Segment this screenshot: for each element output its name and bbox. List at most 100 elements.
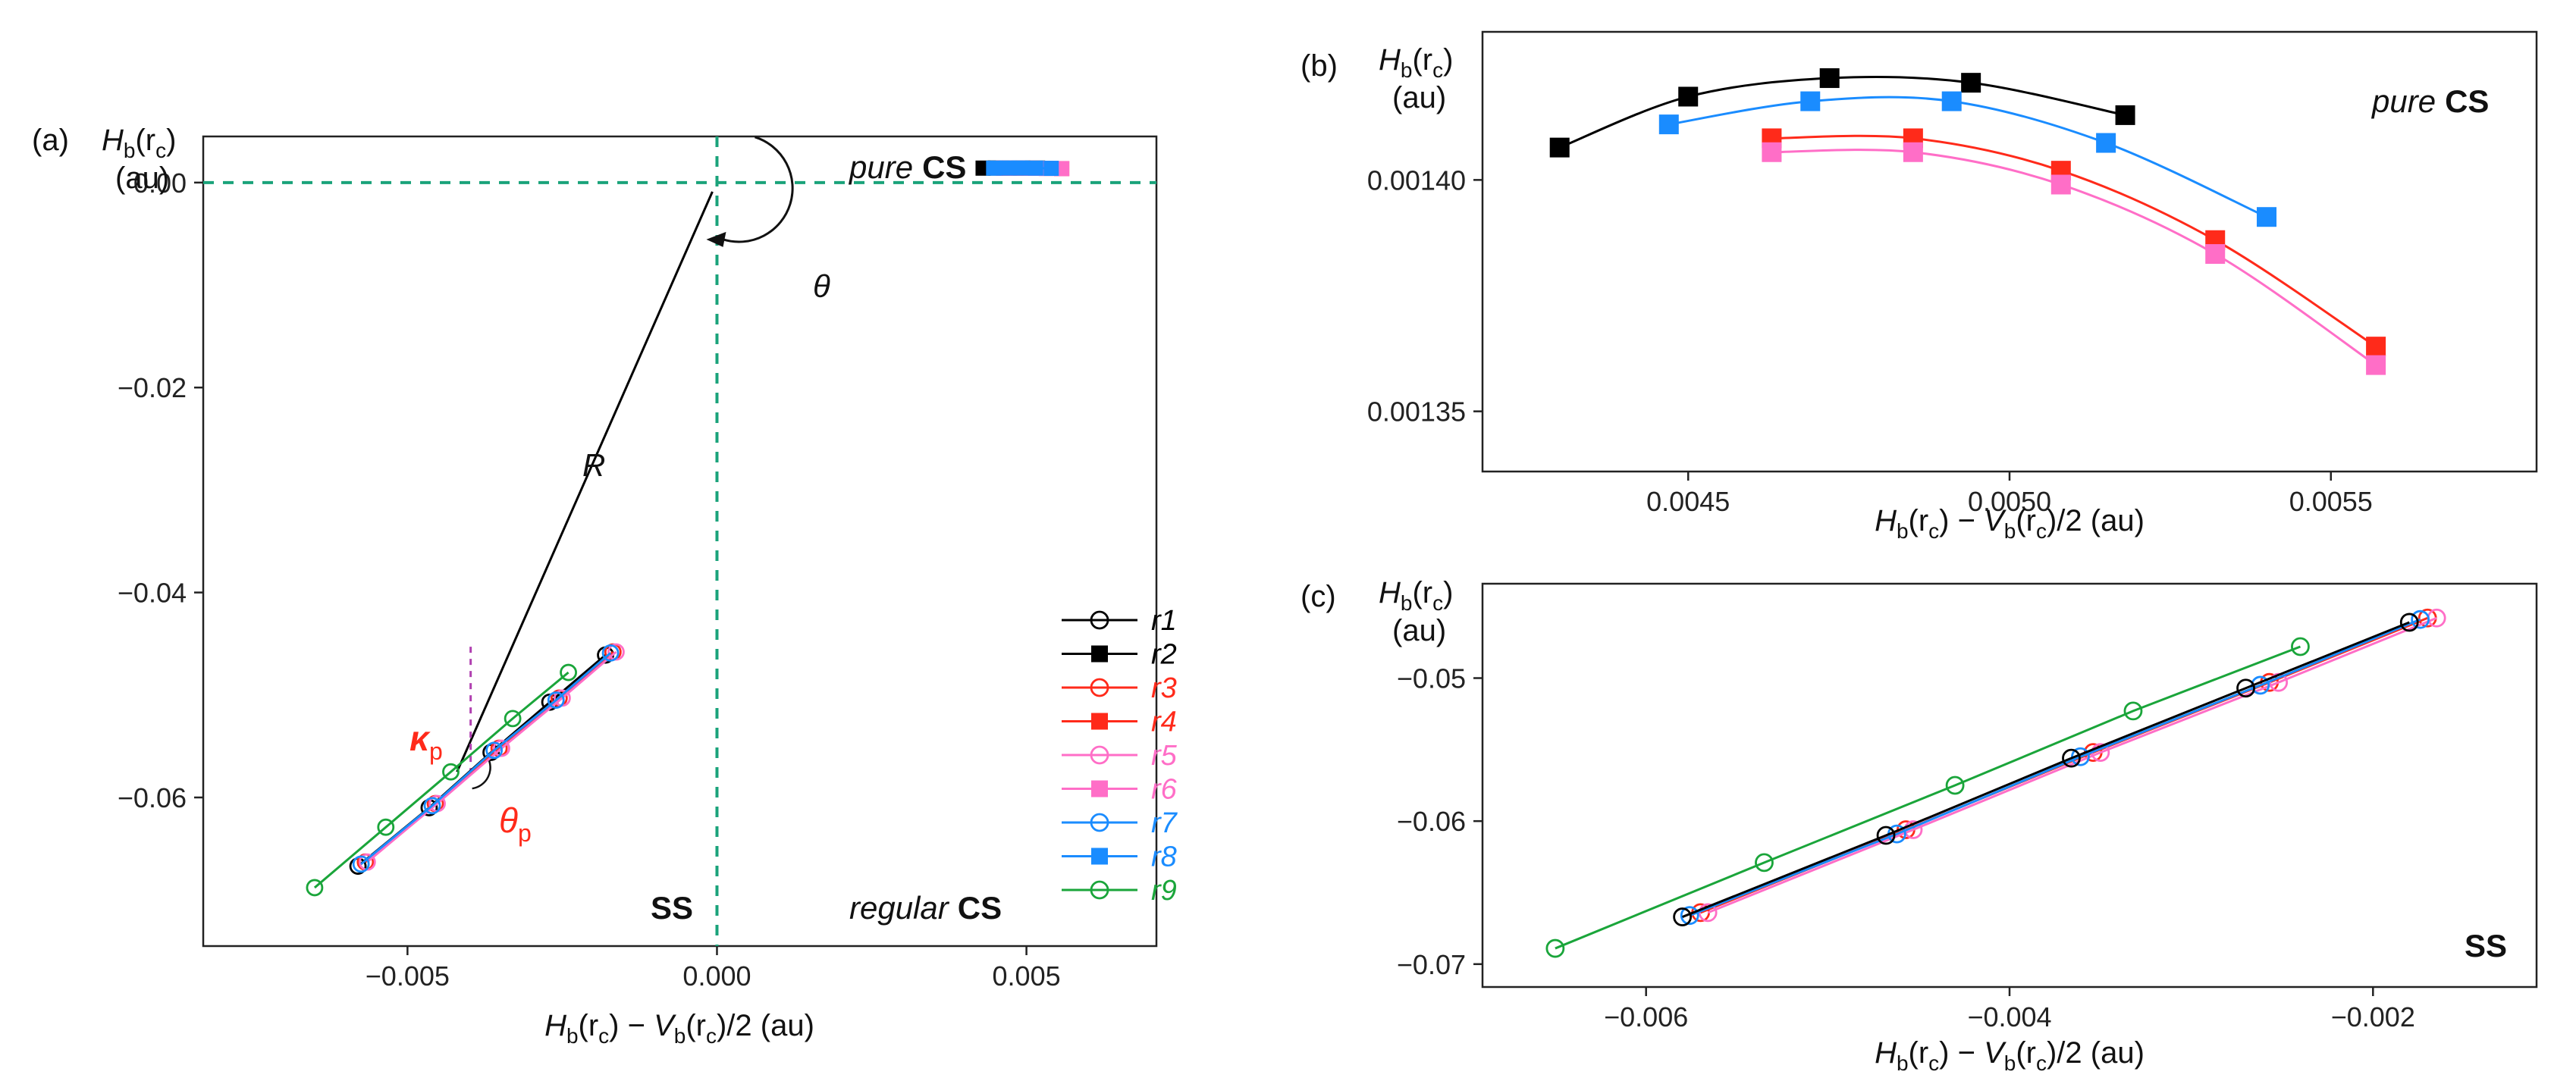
panel-a-legend-r4-point <box>1091 713 1108 730</box>
panel-c-plot-area <box>1545 608 2446 958</box>
panel-b-r6-point <box>2366 355 2386 375</box>
legend-r1-label: r1 <box>1151 605 1177 637</box>
regular-cs-label: regular CS <box>849 890 1002 926</box>
y-label-h: H <box>102 124 124 157</box>
panel-a-r1-point <box>482 744 500 761</box>
panel-b-r2-point <box>2115 105 2135 125</box>
panel-c-y-unit: (au) <box>1392 614 1446 647</box>
xl-mid: ) − <box>609 1009 654 1042</box>
panel-b-r8-point <box>2257 207 2277 227</box>
panel-b-y-label: Hb(rc) <box>1379 43 1453 82</box>
panel-c-xtick-label: −0.002 <box>2331 1001 2415 1032</box>
y-label-close: ) <box>166 124 176 157</box>
panel-c-r9-point <box>1945 776 1965 795</box>
panel-a-r8-point <box>1028 160 1043 176</box>
panel-a-ticks: −0.005 0.000 0.005 0.00 −0.02 −0.04 −0.06 <box>118 168 1061 992</box>
panel-a-legend-r6-point <box>1091 780 1108 797</box>
panel-c: −0.006 −0.004 −0.002 −0.05 −0.06 −0.07 (c) Hb… <box>1301 576 2538 1075</box>
panel-b-xtick-label: 0.0045 <box>1646 486 1730 517</box>
panel-c-r9-line <box>1555 645 2301 950</box>
panel-a-xtick-label: 0.005 <box>993 960 1061 992</box>
panel-a-r8-point <box>986 160 1002 176</box>
xl-c2: c <box>706 1024 717 1048</box>
panel-a-xtick-label: 0.000 <box>682 960 751 992</box>
xl-v: V <box>654 1009 676 1042</box>
panel-b-r6-point <box>1903 142 1923 162</box>
panel-b-r6-point <box>2050 174 2071 195</box>
panel-a-r7-point <box>423 797 441 815</box>
panel-c-xtick-label: −0.006 <box>1604 1001 1688 1032</box>
legend-r3-label: r3 <box>1151 672 1177 704</box>
panel-a-legend-r8-point <box>1091 848 1108 865</box>
panel-a-plot-area <box>306 160 1070 897</box>
panel-c-x-label: Hb(rc) − Vb(rc)/2 (au) <box>1875 1036 2145 1075</box>
panel-b-y-unit: (au) <box>1392 81 1446 114</box>
panel-a-xtick-label: −0.005 <box>366 960 450 992</box>
panel-c-r9-point <box>1545 938 1565 958</box>
xl-b1: b <box>566 1024 579 1048</box>
panel-c-r9-point <box>2123 701 2143 721</box>
panel-b-plot-area <box>1549 68 2386 375</box>
legend-r9-label: r9 <box>1151 875 1177 907</box>
panel-a: −0.005 0.000 0.0050.00−0.02−0.04−0.06 (a) … <box>32 124 1178 1048</box>
panel-a-x-label: Hb(rc) − Vb(rc)/2 (au) <box>544 1009 814 1048</box>
xl-c1: c <box>598 1024 609 1048</box>
panel-c-xtick-label: −0.004 <box>1967 1001 2051 1032</box>
panel-a-ytick-label: −0.04 <box>118 578 187 609</box>
panel-a-r9-point <box>504 710 522 728</box>
y-label-sub: b <box>124 139 136 162</box>
panel-a-y-unit: (au) <box>115 161 169 195</box>
panel-b-r8-point <box>1658 114 1679 135</box>
panel-c-r7-point <box>2411 609 2430 629</box>
xl-b2: b <box>674 1024 686 1048</box>
panel-a-r8-point <box>1013 160 1029 176</box>
legend-r7-label: r7 <box>1151 807 1178 839</box>
panel-c-r7-point <box>1680 906 1699 926</box>
panel-a-label: (a) <box>32 124 69 157</box>
R-label: R <box>582 447 605 483</box>
xl-h: H <box>544 1009 566 1042</box>
y-label-arg: (r <box>135 124 155 157</box>
panel-a-r7-point <box>601 644 620 662</box>
panel-c-r9-point <box>1755 853 1774 873</box>
y-label-arg-sub: c <box>155 139 166 162</box>
panel-a-ytick-label: −0.02 <box>118 372 187 403</box>
panel-a-guide-lines <box>203 136 1156 946</box>
panel-a-legend-r2-point <box>1091 645 1108 663</box>
ss-label-a: SS <box>651 890 693 926</box>
panel-b-ytick-label: 0.00140 <box>1367 164 1466 196</box>
panel-a-r7-line <box>360 652 612 866</box>
panel-b-r4-line <box>1771 134 2377 348</box>
theta-p-label: θp <box>499 801 532 847</box>
panel-c-r5-line <box>1707 616 2437 914</box>
panel-b-r6-point <box>2205 244 2226 265</box>
panel-c-ytick-label: −0.06 <box>1397 806 1466 837</box>
panel-a-legend-r3-point <box>1090 678 1109 697</box>
panel-a-r7-point <box>485 741 504 760</box>
panel-a-ytick-label: −0.06 <box>118 782 187 813</box>
theta-p-arc <box>472 756 491 790</box>
panel-b-r2-point <box>1819 68 1840 89</box>
panel-b-r4-point <box>2366 337 2386 357</box>
panel-b-r8-line <box>1668 96 2267 218</box>
panel-b-r6-line <box>1771 149 2377 366</box>
pure-cs-label-a: pure CS <box>848 149 966 185</box>
panel-c-y-label: Hb(rc) <box>1379 576 1453 615</box>
panel-b-r8-point <box>1800 91 1821 111</box>
panel-b-ytick-label: 0.00135 <box>1367 396 1466 428</box>
panel-a-legend-r9-point <box>1090 880 1109 900</box>
panel-b-x-label: Hb(rc) − Vb(rc)/2 (au) <box>1875 504 2145 543</box>
panel-a-frame <box>202 135 1158 948</box>
panel-b-r2-point <box>1549 137 1570 158</box>
panel-b-r2-point <box>1961 73 1981 93</box>
legend-r2-label: r2 <box>1151 639 1177 671</box>
panel-c-r1-point <box>2062 748 2081 768</box>
panel-a-y-label: Hb(rc) <box>102 124 176 162</box>
legend-r5-label: r5 <box>1151 740 1178 772</box>
ss-label-c: SS <box>2465 928 2507 964</box>
panel-b-r2-point <box>1678 86 1699 107</box>
theta-label: θ <box>813 268 830 304</box>
panel-c-r9-point <box>2291 637 2310 656</box>
panel-b-r8-point <box>1941 91 1962 111</box>
